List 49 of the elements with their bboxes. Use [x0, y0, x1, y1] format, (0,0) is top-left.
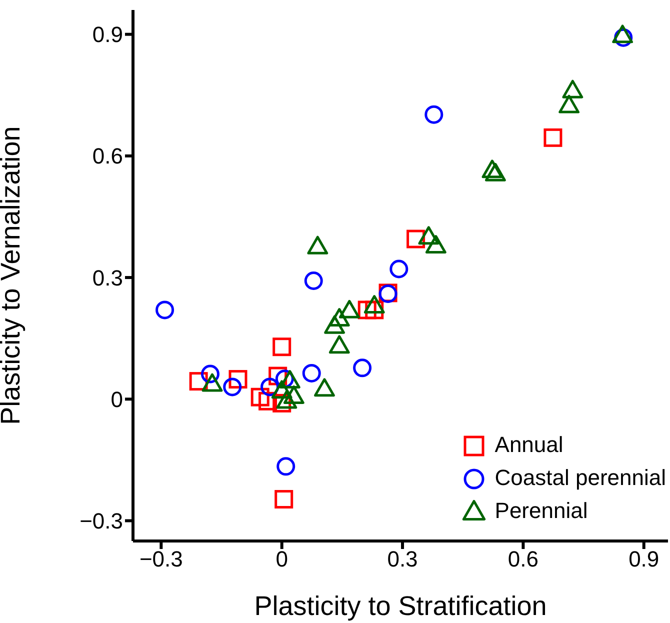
legend-label: Annual	[494, 432, 564, 458]
x-tick-label: 0.6	[508, 546, 538, 572]
point	[202, 373, 223, 392]
point	[328, 308, 350, 327]
point	[482, 160, 503, 178]
point	[612, 24, 633, 44]
point	[279, 370, 300, 389]
point	[271, 380, 292, 399]
point	[558, 94, 580, 114]
point	[223, 378, 242, 396]
point	[353, 358, 372, 378]
point	[338, 300, 360, 318]
x-tick-label: 0	[276, 546, 288, 572]
x-tick-label: −0.3	[139, 546, 183, 572]
point	[424, 105, 444, 124]
point	[484, 162, 506, 182]
y-tick-label: 0	[110, 386, 123, 412]
point	[156, 300, 174, 320]
point	[276, 390, 298, 409]
y-tick-label: −0.3	[80, 508, 123, 534]
point	[425, 235, 446, 254]
point	[324, 315, 345, 334]
legend-label: Perennial	[494, 498, 588, 524]
point	[276, 457, 296, 476]
point	[562, 80, 584, 98]
point	[228, 370, 248, 389]
x-tick-label: 0.3	[387, 546, 418, 572]
point	[274, 490, 294, 508]
point	[307, 236, 328, 254]
point	[304, 272, 323, 290]
point	[250, 388, 270, 406]
y-tick-label: 0.9	[92, 22, 123, 48]
point	[544, 128, 562, 147]
point	[418, 226, 440, 245]
y-tick-label: 0.6	[92, 144, 123, 169]
legend-label: Coastal perennial	[494, 464, 666, 490]
point	[283, 385, 304, 404]
point	[364, 295, 385, 314]
y-tick-label: 0.3	[92, 265, 123, 290]
x-axis-title: Plasticity to Stratification	[254, 591, 547, 621]
point	[200, 364, 220, 384]
point	[328, 335, 350, 354]
point	[390, 260, 408, 278]
point	[358, 300, 376, 320]
y-axis-title: Plasticity to Vernalization	[0, 126, 26, 425]
point	[272, 338, 292, 356]
point	[302, 364, 321, 382]
x-tick-label: 0.9	[628, 546, 660, 572]
point	[314, 378, 335, 397]
